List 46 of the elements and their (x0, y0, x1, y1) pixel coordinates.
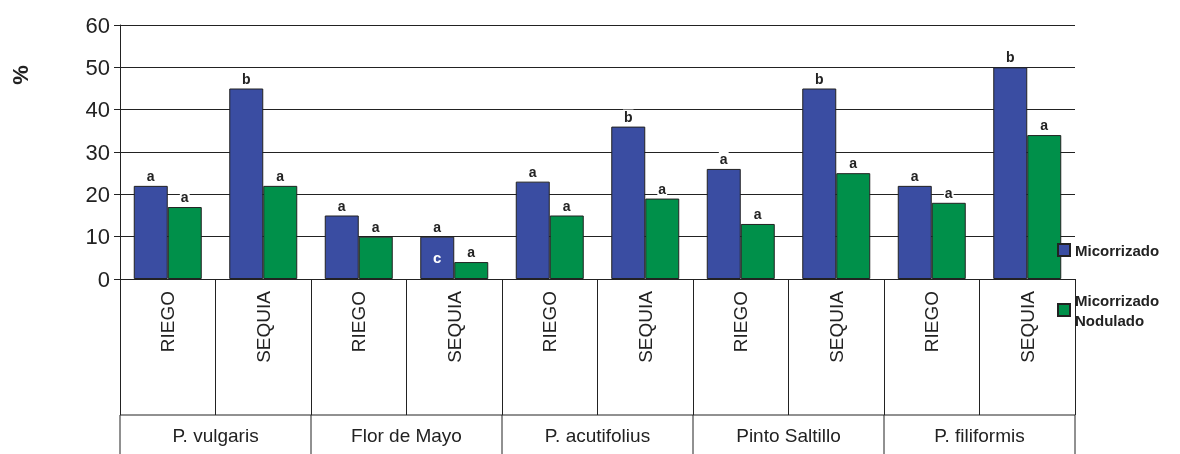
annotation: c (433, 249, 442, 267)
text: Pinto Saltillo (736, 424, 841, 446)
data-label: a (658, 180, 667, 197)
x-tick-label: RIEGO (348, 291, 370, 353)
x-tick-label: SEQUIA (1016, 290, 1038, 363)
y-tick-label: 40 (85, 97, 110, 123)
data-label: a (146, 167, 155, 184)
x-tick-label: SEQUIA (443, 290, 465, 363)
data-label: a (562, 197, 571, 214)
text: P. acutifolius (544, 424, 651, 446)
data-label: a (467, 244, 476, 261)
data-label: a (1040, 117, 1049, 134)
data-label: a (944, 184, 953, 201)
data-label: a (180, 189, 189, 206)
data-label: a (719, 150, 728, 167)
legend-label: Micorrizado Nodulado (1075, 291, 1164, 329)
y-tick-label: 50 (85, 54, 110, 80)
data-label: b (1005, 49, 1015, 66)
data-label: a (753, 205, 762, 222)
text: P. vulgaris (172, 424, 259, 446)
legend-label: Micorrizado (1075, 241, 1160, 259)
data-label: b (814, 70, 824, 87)
y-tick-label: 20 (85, 181, 110, 207)
data-label: b (241, 70, 251, 87)
data-label: a (276, 167, 285, 184)
y-tick-label: 60 (85, 12, 110, 38)
data-label: b (623, 108, 633, 125)
data-label: a (528, 163, 537, 180)
x-tick-label: RIEGO (157, 291, 179, 353)
x-tick-label: SEQUIA (634, 290, 656, 363)
y-tick-label: 10 (85, 224, 110, 250)
y-tick-label: 30 (85, 139, 110, 165)
text: Flor de Mayo (351, 424, 462, 446)
y-tick-label: 0 (97, 266, 110, 292)
data-label: a (910, 167, 919, 184)
data-label: a (337, 197, 346, 214)
x-tick-label: SEQUIA (825, 290, 847, 363)
x-tick-label: RIEGO (730, 291, 752, 353)
y-axis-title: % (7, 65, 33, 85)
x-tick-label: RIEGO (921, 291, 943, 353)
x-tick-label: SEQUIA (252, 290, 274, 363)
data-label: a (849, 155, 858, 172)
x-tick-label: RIEGO (539, 291, 561, 353)
data-label: a (371, 218, 380, 235)
text: P. filiformis (934, 424, 1025, 446)
data-label: a (433, 218, 442, 235)
